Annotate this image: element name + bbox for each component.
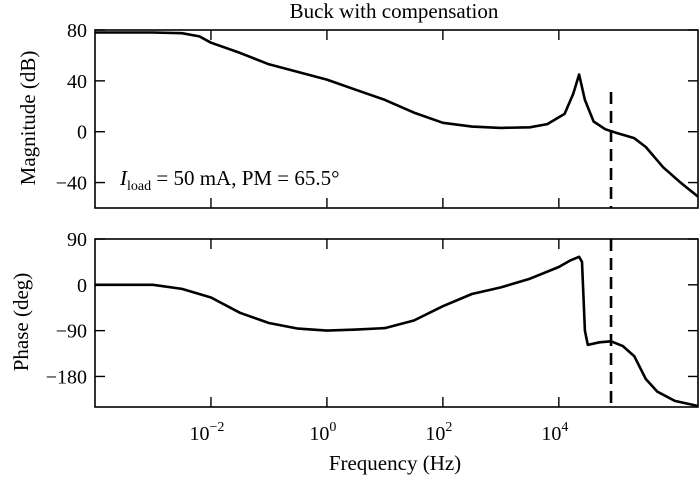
phase-y-tick-label: −180	[46, 366, 87, 388]
x-axis-label: Frequency (Hz)	[329, 451, 461, 475]
magnitude-y-tick-label: −40	[56, 173, 87, 195]
magnitude-y-axis-label: Magnitude (dB)	[16, 51, 40, 186]
magnitude-annotation: Iload = 50 mA, PM = 65.5°	[119, 166, 340, 194]
phase-plot: 90 0 −90 −180 Phase (deg)	[9, 229, 699, 408]
annotation-subscript: load	[127, 179, 151, 194]
phase-y-ticks: 90 0 −90 −180	[46, 229, 698, 388]
annotation-text: = 50 mA, PM = 65.5°	[151, 166, 339, 190]
magnitude-y-tick-label: 40	[67, 71, 87, 93]
phase-y-axis-label: Phase (deg)	[9, 273, 33, 372]
magnitude-y-ticks: 80 40 0 −40	[56, 20, 698, 195]
magnitude-plot-frame	[94, 29, 699, 209]
chart-title: Buck with compensation	[290, 0, 499, 23]
phase-y-tick-label: 0	[77, 275, 87, 297]
magnitude-curve	[95, 31, 699, 198]
x-tick-label: 100	[309, 420, 336, 445]
x-tick-label: 10−2	[190, 420, 225, 445]
phase-curve	[95, 255, 699, 408]
x-tick-labels: 10−2 100 102 104	[190, 420, 569, 445]
magnitude-y-tick-label: 0	[77, 122, 87, 144]
phase-plot-frame	[94, 238, 699, 408]
phase-y-tick-label: −90	[56, 321, 87, 343]
magnitude-y-tick-label: 80	[67, 20, 87, 42]
magnitude-x-ticks	[210, 30, 560, 208]
magnitude-plot: 80 40 0 −40 Iload = 50 mA, PM = 65.5° Magni…	[16, 20, 699, 209]
phase-x-ticks	[210, 239, 560, 407]
phase-y-tick-label: 90	[67, 229, 87, 251]
annotation-symbol: I	[119, 166, 128, 190]
x-tick-label: 102	[425, 420, 452, 445]
x-tick-label: 104	[541, 420, 568, 445]
